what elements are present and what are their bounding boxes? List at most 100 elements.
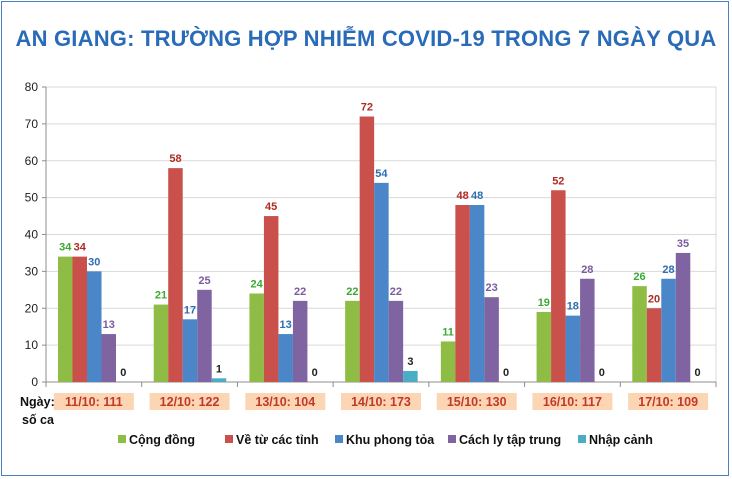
category-label: 11/10: 111 — [65, 395, 123, 409]
bar-value-label: 28 — [662, 264, 674, 276]
bar-về-từ-các-tỉnh — [646, 308, 662, 382]
bar-value-label: 30 — [88, 256, 100, 268]
bar-cách-ly-tập-trung — [580, 278, 595, 382]
bar-khu-phong-tỏa — [661, 278, 676, 382]
bar-cách-ly-tập-trung — [484, 297, 499, 382]
y-tick-label: 80 — [25, 80, 39, 94]
bar-value-label: 52 — [552, 175, 564, 187]
y-tick-label: 0 — [31, 375, 38, 389]
category-label: 16/10: 117 — [543, 395, 602, 409]
bar-nhập-cảnh — [403, 370, 418, 382]
bar-cách-ly-tập-trung — [101, 334, 116, 382]
bar-khu-phong-tỏa — [278, 334, 293, 382]
bar-cách-ly-tập-trung — [292, 300, 308, 382]
bar-value-label: 45 — [265, 201, 277, 213]
bar-cộng-đồng — [153, 304, 169, 382]
y-tick-label: 10 — [25, 338, 39, 352]
bar-về-từ-các-tỉnh — [455, 205, 470, 382]
y-tick-label: 30 — [25, 264, 39, 278]
bar-value-label: 18 — [567, 301, 579, 313]
bar-value-label: 23 — [485, 282, 497, 294]
bar-cộng-đồng — [345, 300, 360, 382]
x-label-line-1: Ngày: — [20, 395, 55, 409]
bar-về-từ-các-tỉnh — [263, 216, 279, 382]
bar-value-label: 48 — [471, 190, 483, 202]
bar-khu-phong-tỏa — [469, 205, 485, 382]
bar-cách-ly-tập-trung — [197, 289, 212, 382]
bar-về-từ-các-tỉnh — [168, 168, 183, 382]
legend-entry: Nhập cảnh — [589, 433, 653, 447]
bar-value-label: 21 — [155, 290, 167, 302]
legend-swatch — [578, 435, 586, 443]
bar-nhập-cảnh — [211, 378, 227, 382]
bar-cách-ly-tập-trung — [675, 252, 691, 382]
bar-về-từ-các-tỉnh — [72, 256, 87, 382]
bar-khu-phong-tỏa — [87, 271, 102, 382]
bar-value-label: 22 — [390, 286, 402, 298]
legend-swatch — [335, 435, 343, 443]
bar-khu-phong-tỏa — [374, 182, 389, 382]
bar-value-label: 0 — [503, 367, 509, 379]
bar-cộng-đồng — [58, 256, 73, 382]
bar-khu-phong-tỏa — [565, 315, 581, 382]
category-label-bg — [149, 393, 230, 410]
category-label-bg — [53, 393, 134, 410]
bar-cộng-đồng — [536, 311, 552, 382]
y-tick-label: 40 — [25, 228, 39, 242]
legend-entry: Khu phong tỏa — [346, 433, 435, 447]
bar-value-label: 22 — [346, 286, 358, 298]
legend-swatch — [448, 435, 456, 443]
category-label: 15/10: 130 — [447, 395, 507, 409]
legend-entry: Về từ các tỉnh — [236, 433, 319, 447]
bar-value-label: 25 — [198, 275, 210, 287]
bar-value-label: 0 — [120, 367, 126, 379]
category-label: 17/10: 109 — [638, 395, 698, 409]
bar-value-label: 54 — [375, 168, 388, 180]
category-label: 14/10: 173 — [351, 395, 411, 409]
chart-title: AN GIANG: TRƯỜNG HỢP NHIỄM COVID-19 TRON… — [15, 26, 717, 51]
x-label-line-2: số ca — [22, 413, 55, 427]
y-tick-label: 20 — [25, 301, 39, 315]
bar-value-label: 1 — [216, 363, 222, 375]
category-label-bg — [628, 393, 709, 410]
category-label-bg — [245, 393, 326, 410]
legend-swatch — [225, 435, 233, 443]
category-label-bg — [436, 393, 517, 410]
category-label: 12/10: 122 — [160, 395, 220, 409]
bar-value-label: 0 — [694, 367, 700, 379]
category-label: 13/10: 104 — [255, 395, 315, 409]
bar-value-label: 19 — [538, 297, 550, 309]
bar-value-label: 22 — [294, 286, 306, 298]
legend-entry: Cách ly tập trung — [459, 433, 561, 447]
bar-value-label: 48 — [456, 190, 468, 202]
bar-value-label: 34 — [74, 242, 87, 254]
bar-cách-ly-tập-trung — [388, 300, 404, 382]
bar-value-label: 0 — [599, 367, 605, 379]
bar-value-label: 13 — [103, 319, 115, 331]
legend-entry: Cộng đồng — [129, 433, 195, 447]
bar-value-label: 11 — [442, 326, 454, 338]
bar-value-label: 3 — [407, 356, 413, 368]
bar-cộng-đồng — [440, 341, 456, 382]
bar-value-label: 13 — [280, 319, 292, 331]
bar-value-label: 72 — [361, 102, 373, 114]
bar-value-label: 58 — [169, 153, 181, 165]
bar-về-từ-các-tỉnh — [551, 190, 566, 382]
bar-khu-phong-tỏa — [182, 319, 198, 382]
category-label-bg — [532, 393, 613, 410]
bar-cộng-đồng — [632, 286, 647, 382]
legend-swatch — [118, 435, 126, 443]
bar-value-label: 0 — [312, 367, 318, 379]
bar-value-label: 28 — [581, 264, 593, 276]
bar-value-label: 20 — [648, 293, 660, 305]
bar-về-từ-các-tỉnh — [359, 116, 375, 382]
y-tick-label: 50 — [25, 191, 39, 205]
bar-value-label: 17 — [184, 304, 196, 316]
bar-value-label: 26 — [633, 271, 645, 283]
category-label-bg — [341, 393, 421, 410]
bar-value-label: 34 — [59, 242, 72, 254]
bar-cộng-đồng — [249, 293, 264, 382]
y-tick-label: 60 — [25, 154, 39, 168]
bar-value-label: 35 — [677, 238, 689, 250]
